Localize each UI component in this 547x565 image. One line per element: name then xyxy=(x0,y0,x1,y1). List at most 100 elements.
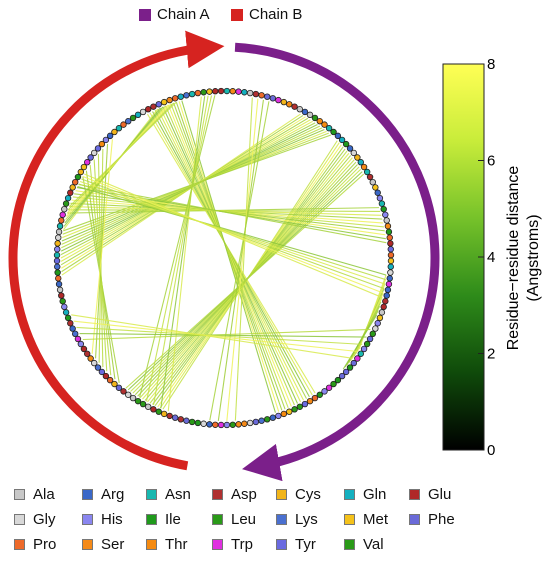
residue-node xyxy=(155,101,162,108)
chain-a-label: Chain A xyxy=(157,6,210,23)
residue-node xyxy=(120,388,127,395)
residue-node xyxy=(301,108,309,116)
residue-node xyxy=(217,87,225,95)
contact-line xyxy=(82,175,384,294)
residue-node xyxy=(194,89,202,97)
amino-acid-label: Ser xyxy=(101,536,125,553)
residue-node xyxy=(53,257,61,265)
colorbar-bar xyxy=(442,63,485,451)
contact-line xyxy=(73,320,358,353)
residue-node xyxy=(139,400,147,408)
residue-node xyxy=(150,406,157,413)
chain-a-swatch xyxy=(139,8,151,21)
residue-node xyxy=(67,189,74,196)
residue-node xyxy=(80,163,88,171)
residue-node xyxy=(223,421,231,429)
amino-acid-label: Glu xyxy=(428,486,452,503)
residue-node xyxy=(188,418,196,426)
residue-node xyxy=(241,420,248,427)
residue-node xyxy=(94,145,102,152)
residue-node xyxy=(380,303,387,311)
residue-node xyxy=(357,159,364,166)
residue-node xyxy=(363,168,371,176)
amino-acid-swatch xyxy=(14,489,25,500)
amino-acid-swatch xyxy=(14,514,25,525)
legend-item-pro: Pro xyxy=(14,536,56,553)
amino-acid-label: Phe xyxy=(428,511,455,528)
amino-acid-label: His xyxy=(101,511,123,528)
residue-node xyxy=(139,108,147,116)
residue-node xyxy=(354,154,361,161)
residue-node xyxy=(183,417,190,424)
residue-node xyxy=(384,222,392,230)
colorbar-ticks: 0 2 4 6 8 xyxy=(478,56,495,459)
residue-node xyxy=(55,234,62,241)
legend-item-met: Met xyxy=(344,511,388,528)
amino-acid-label: Leu xyxy=(231,511,257,528)
residue-node xyxy=(125,118,132,125)
residue-node xyxy=(200,89,207,96)
residue-node xyxy=(98,368,106,376)
residue-node xyxy=(334,132,342,140)
legend-item-trp: Trp xyxy=(212,536,253,553)
colorbar-tick-label: 8 xyxy=(487,56,495,73)
contact-line xyxy=(209,101,270,421)
chain-b-arc xyxy=(8,30,225,471)
contact-line xyxy=(181,100,276,413)
residue-node xyxy=(346,364,354,371)
contact-line xyxy=(82,328,371,341)
residue-node xyxy=(366,335,374,343)
residue-node xyxy=(183,92,190,99)
residue-node xyxy=(188,90,196,98)
contact-line xyxy=(342,314,378,370)
contact-line xyxy=(63,134,332,232)
amino-acid-swatch xyxy=(82,514,93,525)
residue-node xyxy=(58,292,65,299)
residue-node xyxy=(129,114,137,122)
amino-acid-swatch xyxy=(146,539,157,550)
amino-acid-label: Tyr xyxy=(295,536,316,553)
residue-node xyxy=(144,403,152,410)
contact-line xyxy=(71,314,353,359)
amino-acid-swatch xyxy=(276,539,287,550)
legend-item-asp: Asp xyxy=(212,486,257,503)
residue-node xyxy=(311,394,319,402)
residue-node xyxy=(77,340,85,348)
amino-acid-swatch xyxy=(409,489,420,500)
residue-node xyxy=(56,222,64,230)
amino-acid-label: Asp xyxy=(231,486,257,503)
residue-node xyxy=(301,400,309,408)
residue-ring xyxy=(53,87,395,429)
amino-acid-label: Met xyxy=(363,511,389,528)
residue-node xyxy=(264,93,271,100)
amino-acid-label: Thr xyxy=(165,536,188,553)
residue-node xyxy=(223,87,231,95)
residue-node xyxy=(235,421,242,428)
colorbar-tick-label: 4 xyxy=(487,249,495,266)
residue-node xyxy=(316,118,323,125)
legend-item-lys: Lys xyxy=(276,511,318,528)
contact-line xyxy=(84,173,383,298)
residue-node xyxy=(386,234,393,241)
residue-node xyxy=(134,111,142,119)
residue-node xyxy=(378,200,386,207)
contact-line xyxy=(234,97,253,421)
residue-node xyxy=(291,406,298,413)
legend-item-gln: Gln xyxy=(344,486,386,503)
residue-node xyxy=(120,121,127,128)
residue-node xyxy=(150,103,157,110)
residue-node xyxy=(386,275,393,282)
legend-item-cys: Cys xyxy=(276,486,321,503)
amino-acid-label: Lys xyxy=(295,511,318,528)
residue-node xyxy=(98,140,106,148)
legend-item-ser: Ser xyxy=(82,536,124,553)
contact-line xyxy=(145,95,213,402)
residue-node xyxy=(111,128,118,136)
residue-node xyxy=(383,292,390,299)
residue-node xyxy=(286,101,293,108)
residue-node xyxy=(387,263,394,270)
residue-node xyxy=(330,380,337,388)
residue-node xyxy=(321,388,328,395)
residue-node xyxy=(296,106,304,113)
residue-node xyxy=(144,106,152,113)
